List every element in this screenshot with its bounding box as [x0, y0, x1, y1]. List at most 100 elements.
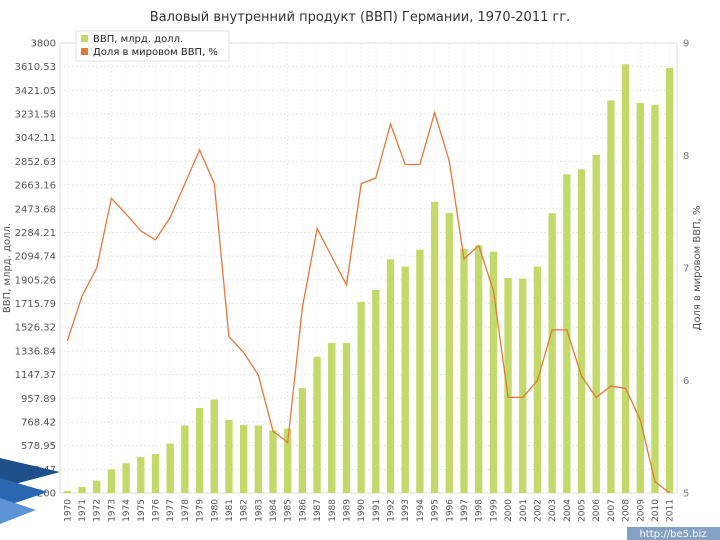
- left-tick-label: 2473.68: [15, 204, 56, 215]
- bar-gdp-1989: [342, 343, 351, 493]
- left-axis-title: ВВП, млрд. долл.: [2, 223, 13, 313]
- bar-gdp-1985: [284, 428, 292, 493]
- bar-gdp-2008: [621, 64, 630, 493]
- x-tick-label: 2000: [504, 499, 514, 522]
- x-tick-label: 2011: [666, 499, 676, 522]
- bar-gdp-1980: [210, 399, 218, 493]
- plot-area: [59, 42, 678, 494]
- bar-gdp-1974: [122, 463, 130, 493]
- left-axis-ticks: 3800 3610.53 3421.05 3231.58 3042.11 2852.63 2…: [15, 39, 56, 500]
- bar-gdp-1978: [181, 425, 189, 493]
- left-tick-label: 2094.74: [15, 252, 56, 263]
- right-tick-label: 9: [683, 39, 689, 50]
- x-tick-label: 1973: [107, 499, 117, 522]
- bar-gdp-1971: [78, 486, 86, 493]
- bar-gdp-1991: [372, 289, 380, 493]
- right-axis-ticks: 9 8 7 6 5: [683, 39, 689, 500]
- bar-gdp-1979: [195, 408, 204, 493]
- bar-gdp-1990: [357, 301, 365, 493]
- bar-gdp-1972: [93, 480, 101, 493]
- x-tick-label: 1994: [416, 499, 426, 522]
- x-tick-label: 1983: [254, 499, 264, 522]
- x-tick-label: 1997: [460, 499, 470, 522]
- x-tick-label: 2003: [548, 499, 558, 522]
- bar-gdp-1981: [225, 419, 233, 493]
- bar-gdp-2005: [577, 169, 586, 493]
- left-tick-label: 3610.53: [15, 62, 56, 73]
- x-tick-label: 1990: [357, 499, 367, 522]
- bar-gdp-1973: [107, 469, 116, 493]
- x-tick-label: 2007: [607, 499, 617, 522]
- x-tick-label: 1995: [431, 499, 441, 522]
- right-axis-title: Доля в мировом ВВП, %: [692, 206, 703, 331]
- bar-gdp-2004: [563, 174, 571, 493]
- legend: ВВП, млрд. долл. Доля в мировом ВВП, %: [75, 30, 230, 62]
- bar-gdp-1986: [298, 388, 307, 493]
- x-tick-label: 1993: [401, 499, 411, 522]
- x-tick-label: 1976: [151, 499, 161, 522]
- bar-gdp-2007: [607, 100, 615, 493]
- legend-swatch-share: [81, 48, 88, 55]
- x-tick-label: 1988: [328, 499, 338, 522]
- bar-gdp-1993: [401, 266, 409, 493]
- bar-gdp-2006: [592, 154, 600, 493]
- x-tick-label: 1974: [122, 499, 132, 522]
- bar-gdp-2000: [504, 278, 512, 493]
- bar-gdp-2009: [636, 103, 644, 493]
- x-tick-label: 1979: [196, 499, 206, 522]
- legend-swatch-gdp: [81, 35, 88, 42]
- x-axis-ticks: 1970 1971 1972 1973 1974 1975 1976 1977 1978 1979…: [63, 499, 675, 522]
- watermark: http://be5.biz: [627, 527, 720, 540]
- legend-label-share: Доля в мировом ВВП, %: [93, 47, 218, 58]
- left-tick-label: 3231.58: [15, 110, 56, 121]
- corner-decoration: [0, 458, 60, 524]
- bar-gdp-1992: [386, 259, 395, 493]
- legend-box: [75, 30, 230, 62]
- left-tick-label: 578.95: [21, 441, 56, 452]
- x-tick-label: 1992: [387, 499, 397, 522]
- x-tick-label: 1986: [298, 499, 308, 522]
- bar-gdp-1987: [313, 356, 321, 493]
- bar-gdp-1988: [328, 343, 336, 493]
- left-tick-label: 200: [37, 489, 56, 500]
- left-tick-label: 3421.05: [15, 86, 56, 97]
- bar-gdp-1994: [416, 249, 424, 493]
- left-tick-label: 2284.21: [15, 228, 56, 239]
- bar-gdp-1999: [489, 251, 498, 493]
- world-share-line: [66, 110, 671, 494]
- left-tick-label: 1147.37: [15, 370, 56, 381]
- left-tick-label: 2663.16: [15, 181, 56, 192]
- bar-gdp-1984: [269, 430, 277, 493]
- x-tick-label: 1996: [445, 499, 455, 522]
- decor-wedge-bottom: [0, 498, 36, 524]
- right-tick-label: 8: [683, 151, 689, 162]
- x-tick-label: 1971: [78, 499, 88, 522]
- bar-gdp-1995: [430, 201, 439, 493]
- bar-gdp-1983: [254, 425, 262, 493]
- x-tick-label: 1978: [181, 499, 191, 522]
- legend-label-gdp: ВВП, млрд. долл.: [93, 34, 183, 45]
- right-tick-label: 6: [683, 376, 689, 387]
- x-tick-label: 1989: [342, 499, 352, 522]
- left-tick-label: 3800: [31, 39, 56, 50]
- bar-gdp-1975: [137, 457, 145, 493]
- bar-gdp-1998: [475, 245, 483, 493]
- left-tick-label: 1715.79: [15, 299, 56, 310]
- x-tick-label: 1977: [166, 499, 176, 522]
- x-tick-label: 1975: [137, 499, 147, 522]
- x-tick-label: 1982: [240, 499, 250, 522]
- x-tick-label: 1987: [313, 499, 323, 522]
- x-tick-label: 1980: [210, 499, 220, 522]
- bar-gdp-1977: [166, 443, 174, 493]
- left-tick-label: 768.42: [21, 417, 56, 428]
- x-tick-label: 2009: [636, 499, 646, 522]
- x-tick-label: 1984: [269, 499, 279, 522]
- x-tick-label: 2008: [622, 499, 632, 522]
- bar-gdp-1976: [151, 454, 160, 493]
- left-tick-label: 2852.63: [15, 157, 56, 168]
- x-tick-label: 1991: [372, 499, 382, 522]
- watermark-box: [627, 527, 720, 540]
- bar-gdp-2001: [519, 278, 527, 493]
- right-tick-label: 5: [683, 489, 689, 500]
